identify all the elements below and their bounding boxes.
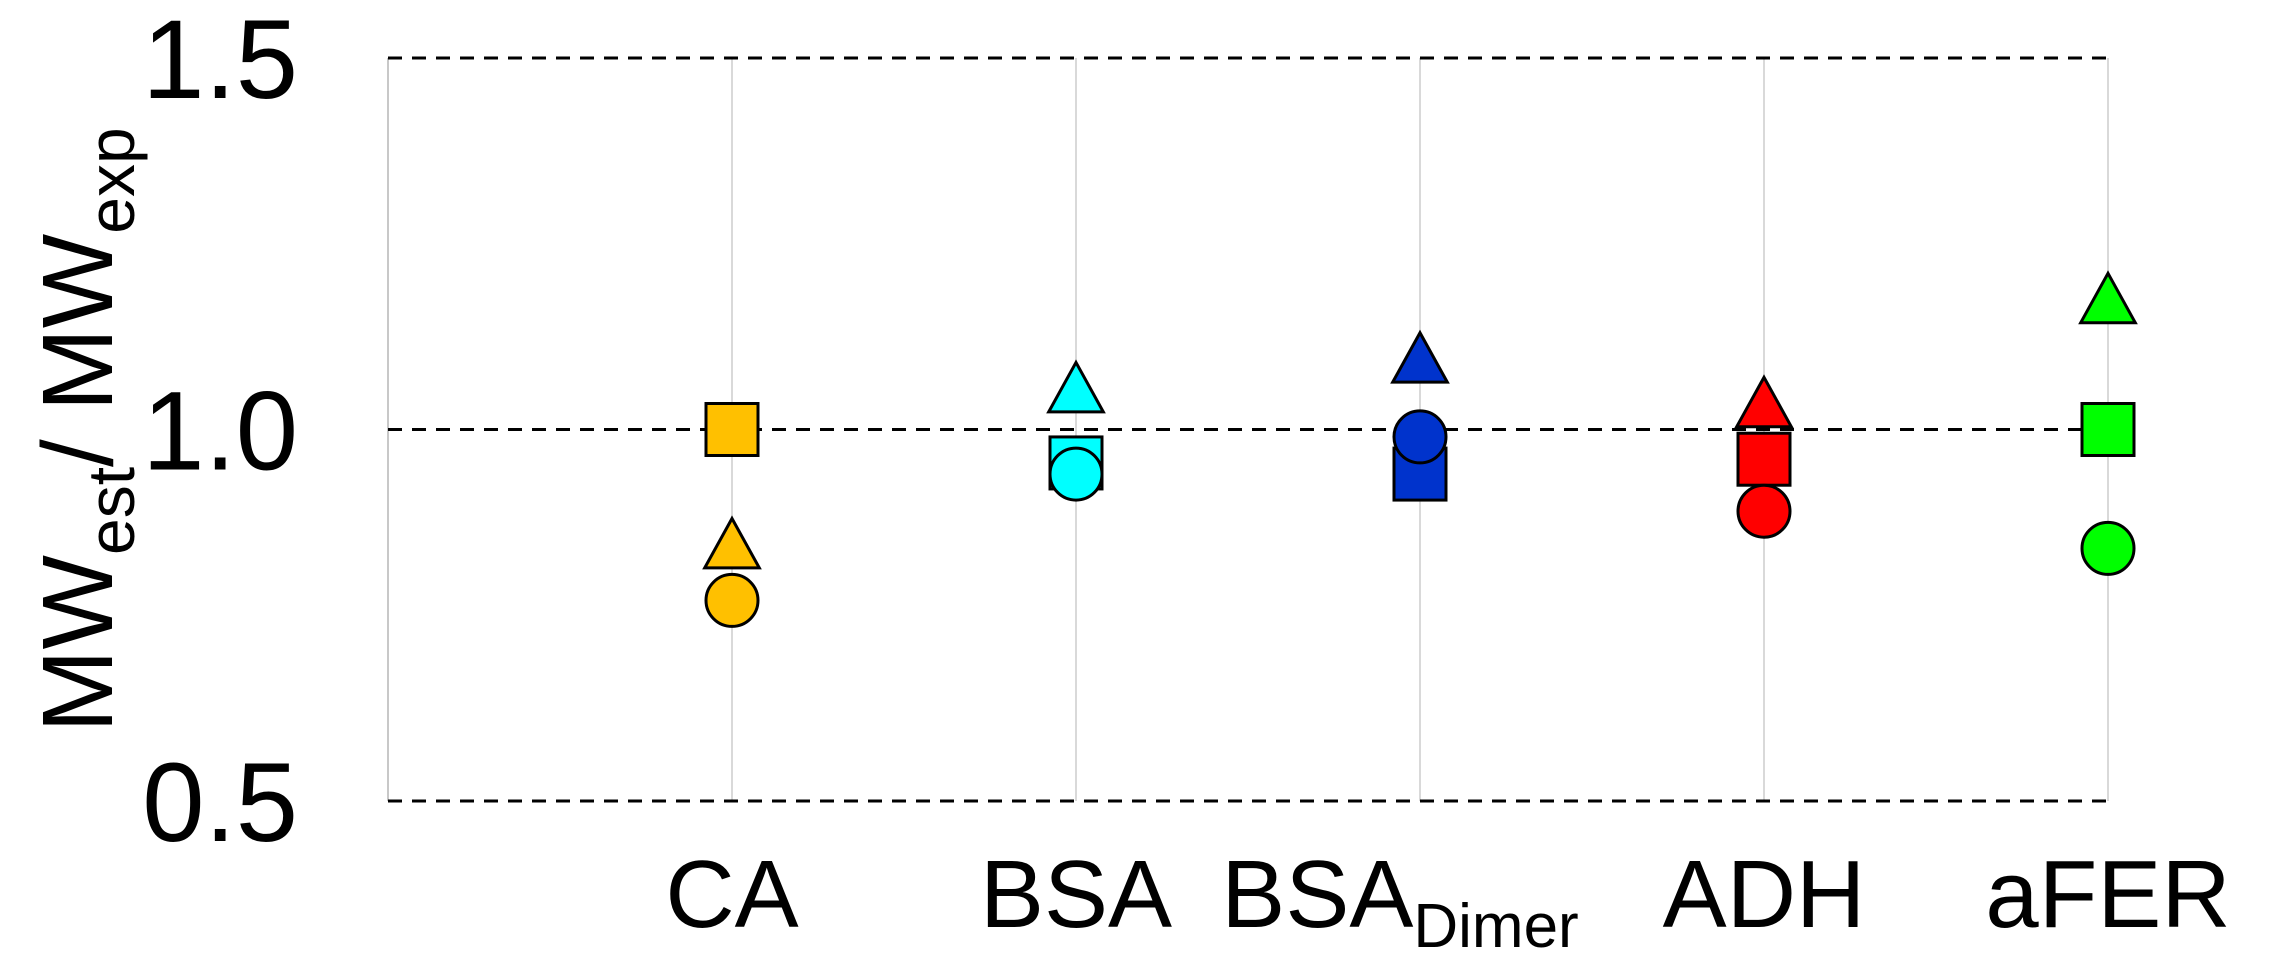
circle-marker	[2080, 520, 2136, 576]
square-marker	[2080, 402, 2136, 457]
y-tick-label: 1.0	[142, 369, 298, 494]
y-tick-label: 1.5	[142, 0, 298, 122]
circle-marker	[704, 572, 760, 628]
x-tick-label: BSADimer	[1221, 841, 1578, 961]
x-tick-label: ADH	[1663, 841, 1866, 948]
y-label-subscript: est	[74, 467, 148, 555]
triangle-marker	[702, 515, 762, 570]
y-tick-label: 0.5	[142, 740, 298, 865]
x-tick-label: BSA	[980, 841, 1172, 948]
x-tick-label: CA	[665, 841, 798, 948]
y-label-subscript: exp	[74, 127, 148, 233]
square-marker	[1736, 431, 1792, 487]
triangle-marker	[2078, 270, 2138, 325]
circle-marker	[1048, 446, 1104, 502]
triangle-marker	[1390, 329, 1450, 384]
circle-marker	[1736, 483, 1792, 539]
triangle-marker	[1046, 359, 1106, 414]
triangle-marker	[1734, 374, 1794, 429]
y-label-text: / MW	[22, 233, 134, 467]
y-axis-label: MWest/ MWexp	[22, 127, 148, 732]
x-tick-text: BSA	[1221, 841, 1413, 948]
y-label-text: MW	[22, 554, 134, 732]
x-tick-label: aFER	[1985, 841, 2230, 948]
x-tick-subscript: Dimer	[1413, 892, 1578, 961]
square-marker	[704, 402, 760, 457]
circle-marker	[1392, 409, 1448, 465]
